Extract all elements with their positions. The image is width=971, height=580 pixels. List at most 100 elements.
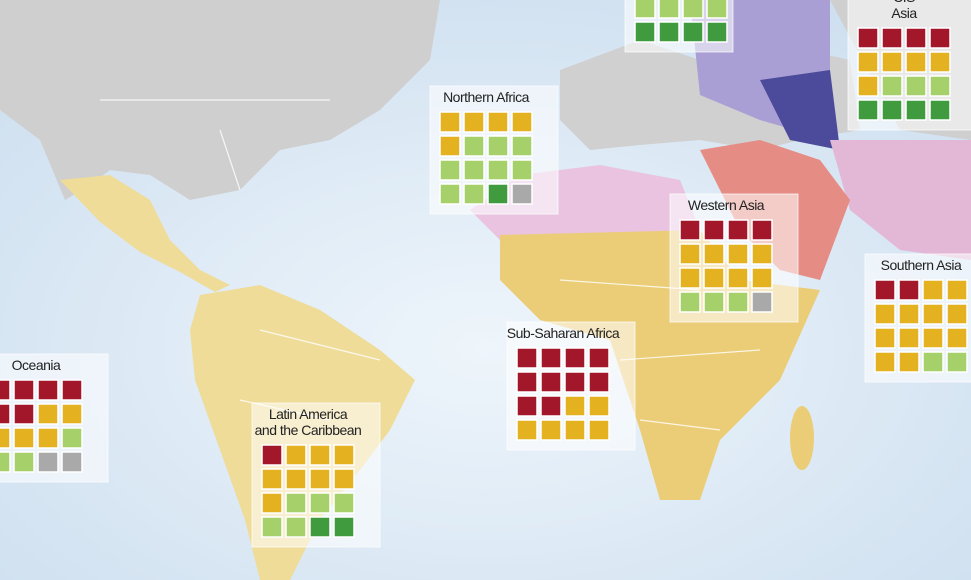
status-cell [309,468,331,490]
status-cell [463,135,485,157]
status-cell [516,347,538,369]
region-panel: Northern Africa [429,85,559,215]
status-cell [261,444,283,466]
status-cell [511,183,533,205]
asia [830,140,971,260]
status-cell [751,291,773,313]
status-cell [540,371,562,393]
status-cell [658,21,680,43]
status-cell [261,468,283,490]
status-cell [703,291,725,313]
status-cell [0,451,11,473]
status-cell [905,27,927,49]
status-cell [564,371,586,393]
status-cell [905,75,927,97]
status-cell [929,27,951,49]
status-cell [703,219,725,241]
status-cell [703,267,725,289]
region-label: CIS [893,0,915,5]
status-cell [874,303,896,325]
status-cell [309,444,331,466]
status-cell [61,427,83,449]
status-cell [564,419,586,441]
status-cell [922,327,944,349]
status-cell [333,492,355,514]
region-label: Asia [891,5,917,21]
region-panel: Oceania [0,353,109,483]
status-cell [439,135,461,157]
status-cell [898,327,920,349]
central-america [60,175,230,292]
status-cell [727,291,749,313]
status-cell [511,111,533,133]
status-cell [333,516,355,538]
status-cell [634,21,656,43]
status-cell [487,183,509,205]
status-cell [0,427,11,449]
status-cell [881,75,903,97]
status-cell [679,291,701,313]
status-cell [61,379,83,401]
status-cell [727,267,749,289]
status-cell [540,395,562,417]
status-cell [682,21,704,43]
status-cell [929,99,951,121]
region-label: Oceania [12,357,61,373]
status-cell [682,0,704,19]
region-label: Sub-Saharan Africa [507,325,620,341]
status-cell [516,419,538,441]
status-cell [857,27,879,49]
status-cell [588,371,610,393]
status-cell [487,159,509,181]
status-cell [946,279,968,301]
status-cell [751,243,773,265]
status-cell [905,51,927,73]
status-cell [261,516,283,538]
region-label: Western Asia [688,197,765,213]
region-label: and the Caribbean [255,422,362,438]
status-cell [946,327,968,349]
status-cell [285,444,307,466]
status-cell [516,371,538,393]
status-cell [946,351,968,373]
status-cell [333,444,355,466]
status-cell [922,279,944,301]
status-cell [874,279,896,301]
status-cell [564,395,586,417]
status-cell [881,51,903,73]
status-cell [929,75,951,97]
status-cell [564,347,586,369]
status-cell [487,135,509,157]
status-cell [946,303,968,325]
status-cell [634,0,656,19]
status-cell [588,395,610,417]
region-panel: CISAsia [847,0,971,131]
status-cell [905,99,927,121]
status-cell [0,403,11,425]
status-cell [658,0,680,19]
status-cell [13,451,35,473]
status-cell [285,492,307,514]
status-cell [874,327,896,349]
status-cell [588,419,610,441]
status-cell [706,0,728,19]
status-cell [706,21,728,43]
status-cell [511,159,533,181]
status-cell [751,219,773,241]
status-cell [516,395,538,417]
status-cell [588,347,610,369]
status-cell [540,347,562,369]
status-cell [439,183,461,205]
status-cell [439,159,461,181]
status-cell [857,51,879,73]
status-cell [439,111,461,133]
status-cell [463,183,485,205]
region-panel: Southern Asia [864,253,971,383]
madagascar [790,406,814,470]
status-cell [13,427,35,449]
status-cell [309,492,331,514]
status-cell [463,159,485,181]
region-panel: Western Asia [669,193,799,323]
